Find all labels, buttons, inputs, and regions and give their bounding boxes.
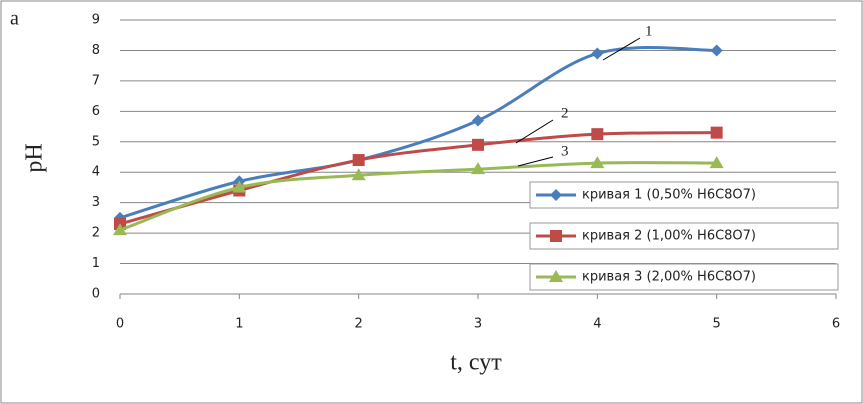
series-line <box>119 131 717 226</box>
marker <box>710 44 723 57</box>
y-tick-label: 2 <box>92 226 100 241</box>
y-tick-label: 4 <box>92 165 100 180</box>
legend-box <box>529 222 839 250</box>
annotation: 1 <box>645 23 653 39</box>
marker <box>591 47 604 60</box>
x-tick-label: 6 <box>832 317 840 332</box>
y-tick-label: 9 <box>92 13 100 28</box>
marker <box>709 156 724 169</box>
y-tick-label: 8 <box>92 43 100 58</box>
y-tick-label: 3 <box>92 195 100 210</box>
marker <box>471 162 485 175</box>
x-axis-label: t, сут <box>450 350 502 376</box>
marker <box>550 189 562 201</box>
marker <box>352 154 365 167</box>
series-line <box>119 161 717 232</box>
x-tick-label: 4 <box>593 317 601 332</box>
legend-label: кривая 2 (1,00% H6C8O7) <box>582 229 756 244</box>
annotation: 2 <box>561 105 569 121</box>
y-tick-label: 1 <box>92 256 100 271</box>
y-tick-label: 7 <box>92 73 100 88</box>
annotation: 3 <box>561 143 569 159</box>
x-tick-label: 3 <box>474 317 482 332</box>
x-tick-label: 0 <box>116 317 124 332</box>
legend-box <box>529 263 839 291</box>
x-tick-label: 1 <box>235 317 243 332</box>
y-tick-label: 0 <box>92 287 100 302</box>
marker <box>549 270 563 282</box>
x-tick-label: 2 <box>355 317 363 332</box>
series-line <box>119 46 717 220</box>
marker <box>351 168 366 181</box>
marker <box>232 180 247 193</box>
y-axis-label: pH <box>22 143 48 172</box>
y-tick-label: 6 <box>92 104 100 119</box>
marker <box>472 114 484 127</box>
annotation-leader <box>602 37 641 61</box>
legend-box <box>529 181 839 209</box>
y-tick-label: 5 <box>92 134 100 149</box>
legend-label: кривая 1 (0,50% H6C8O7) <box>582 188 756 203</box>
marker <box>472 138 484 151</box>
marker <box>710 126 723 139</box>
marker <box>590 156 605 169</box>
annotation-leader <box>515 119 554 144</box>
annotation-leader <box>517 156 554 167</box>
marker <box>113 223 127 236</box>
marker <box>591 128 604 141</box>
panel-label: а <box>10 8 19 30</box>
x-tick-label: 5 <box>713 317 721 332</box>
marker <box>550 230 562 242</box>
legend-label: кривая 3 (2,00% H6C8O7) <box>582 270 756 285</box>
